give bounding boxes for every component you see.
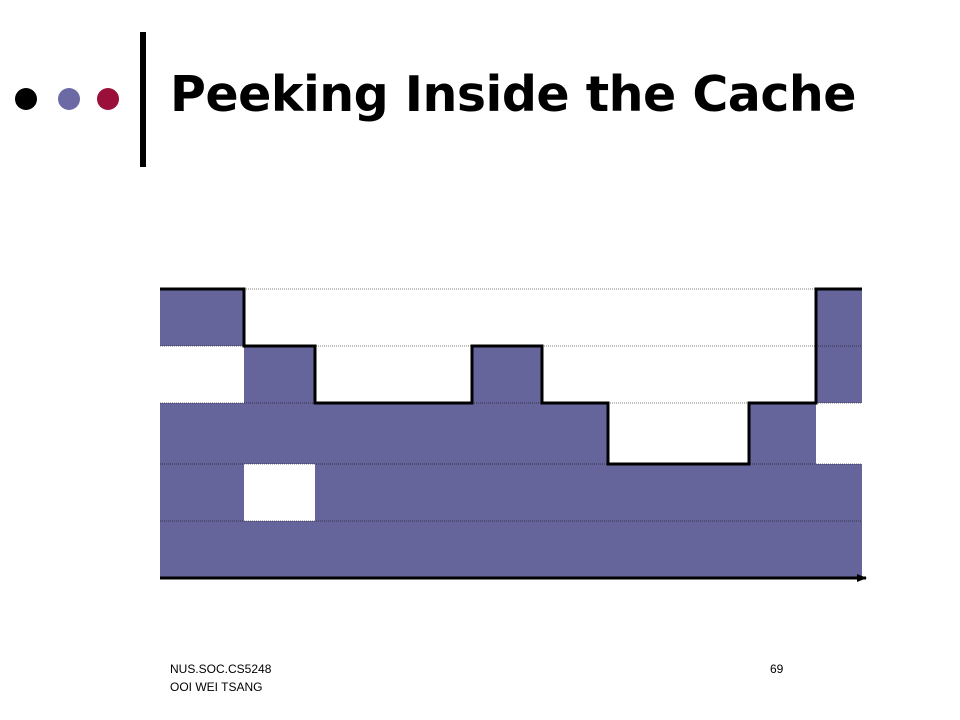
cache-cell-empty	[395, 289, 472, 346]
footer-course-code: NUS.SOC.CS5248	[170, 662, 272, 676]
title-divider	[140, 32, 146, 167]
cache-cell-filled	[160, 289, 244, 346]
cache-cell-filled	[472, 346, 542, 403]
footer-author: OOI WEI TSANG	[170, 680, 263, 694]
cache-cell-empty	[315, 346, 395, 403]
decorative-dot-black	[15, 88, 37, 110]
cache-cell-filled	[160, 521, 244, 578]
cache-cell-empty	[816, 403, 862, 464]
cache-cell-empty	[680, 403, 749, 464]
cache-cell-filled	[472, 403, 542, 464]
cache-cell-filled	[472, 464, 542, 521]
cache-cell-empty	[542, 346, 608, 403]
cache-level-line	[160, 287, 862, 466]
cache-cell-empty	[680, 346, 749, 403]
cache-cell-filled	[472, 521, 542, 578]
decorative-dot-purple	[58, 88, 80, 110]
cache-cell-empty	[160, 346, 244, 403]
cache-cell-filled	[244, 403, 315, 464]
cache-cell-filled	[680, 521, 749, 578]
cache-cell-filled	[395, 521, 472, 578]
cache-cell-filled	[816, 521, 862, 578]
cache-cell-empty	[472, 289, 542, 346]
cache-cell-empty	[608, 289, 680, 346]
cache-cell-empty	[680, 289, 749, 346]
cache-cell-filled	[608, 521, 680, 578]
cache-cell-filled	[160, 403, 244, 464]
cache-cell-filled	[749, 521, 816, 578]
cache-cell-filled	[160, 464, 244, 521]
cache-cell-filled	[816, 346, 862, 403]
cache-cell-filled	[315, 521, 395, 578]
cache-cell-empty	[395, 346, 472, 403]
page-number: 69	[770, 662, 784, 676]
cache-cell-filled	[542, 521, 608, 578]
cache-cell-filled	[244, 346, 315, 403]
footer-course-info: NUS.SOC.CS5248 OOI WEI TSANG	[170, 660, 271, 696]
cache-cell-filled	[749, 403, 816, 464]
cache-cell-filled	[608, 464, 680, 521]
cache-cell-empty	[608, 403, 680, 464]
cache-cell-filled	[542, 464, 608, 521]
cache-cell-filled	[542, 403, 608, 464]
cache-cell-empty	[749, 346, 816, 403]
cache-cell-filled	[680, 464, 749, 521]
cache-cell-empty	[244, 464, 315, 521]
cache-cell-filled	[816, 464, 862, 521]
cache-cell-filled	[395, 403, 472, 464]
cache-cell-empty	[315, 289, 395, 346]
decorative-dot-red	[97, 88, 119, 110]
cache-cell-empty	[542, 289, 608, 346]
cache-cell-filled	[244, 521, 315, 578]
cache-cell-filled	[816, 289, 862, 346]
cache-cell-filled	[315, 403, 395, 464]
cache-cell-empty	[749, 289, 816, 346]
cache-cell-empty	[608, 346, 680, 403]
cache-cell-filled	[749, 464, 816, 521]
slide-title: Peeking Inside the Cache	[170, 66, 857, 123]
cache-cell-filled	[315, 464, 395, 521]
cache-cell-filled	[395, 464, 472, 521]
cache-cell-empty	[244, 289, 315, 346]
